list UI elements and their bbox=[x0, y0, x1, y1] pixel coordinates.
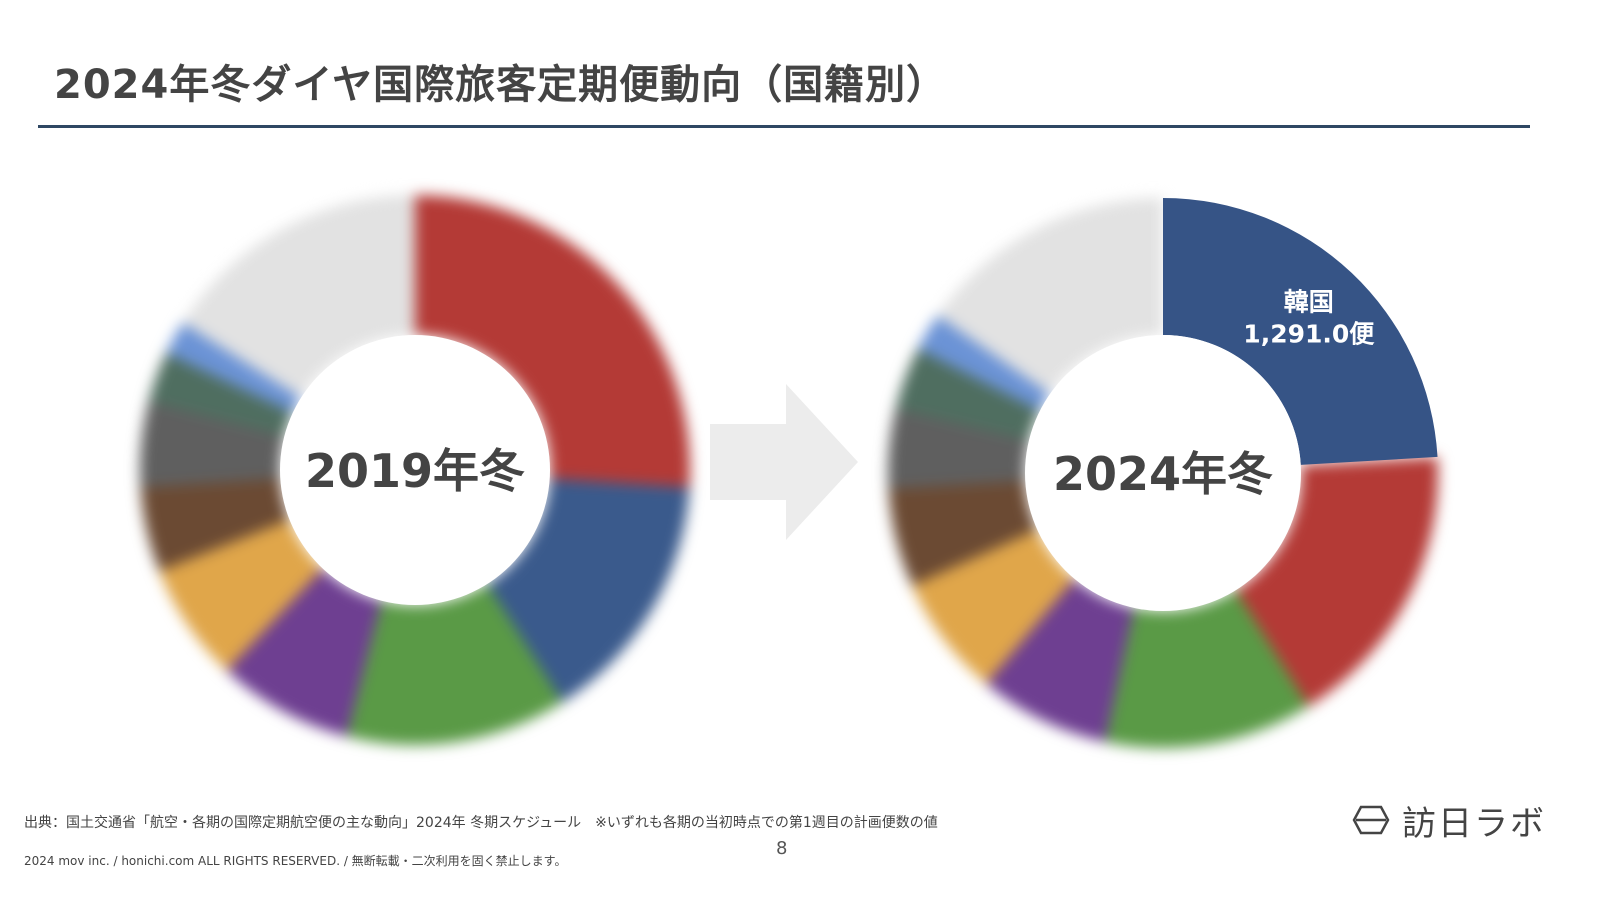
donut-slice bbox=[226, 568, 382, 737]
donut-slice bbox=[159, 519, 323, 671]
donut-hole bbox=[280, 335, 550, 605]
donut-slice bbox=[1236, 456, 1438, 707]
honichi-logo: 訪日ラボ bbox=[1352, 798, 1546, 844]
donut-slice bbox=[917, 315, 1050, 411]
donut-slice bbox=[148, 352, 293, 437]
donut-slice bbox=[986, 578, 1134, 742]
donut-slice bbox=[888, 480, 1038, 586]
donut-chart-2019: 2019年冬 bbox=[139, 194, 690, 745]
clear-segments: 韓国 1,291.0便 bbox=[1163, 198, 1438, 465]
donut-slice bbox=[166, 322, 302, 413]
page-number: 8 bbox=[776, 838, 788, 859]
title-divider bbox=[38, 125, 1530, 128]
honichi-logo-icon bbox=[1352, 805, 1390, 835]
donut-slice bbox=[346, 583, 563, 745]
slice-value-label: 1,291.0便 bbox=[1243, 319, 1375, 348]
donut-slice bbox=[888, 408, 1029, 489]
donut-slice bbox=[182, 194, 415, 398]
logo-text: 訪日ラボ bbox=[1402, 803, 1546, 844]
donut-slice bbox=[895, 348, 1040, 441]
donut-slice bbox=[415, 195, 690, 488]
source-note: 出典：国土交通省「航空・各期の国際定期航空便の主な動向」2024年 冬期スケジュ… bbox=[24, 815, 938, 831]
donut-chart-2024: 韓国 1,291.0便 2024年冬 bbox=[888, 198, 1438, 748]
donut-slice bbox=[487, 478, 690, 703]
blurred-segments bbox=[888, 198, 1438, 748]
donut-slice bbox=[139, 401, 285, 488]
page-title: 2024年冬ダイヤ国際旅客定期便動向（国籍別） bbox=[54, 62, 948, 108]
donut-slice bbox=[912, 529, 1075, 684]
blurred-segments bbox=[139, 194, 690, 745]
slice-label: 韓国 bbox=[1284, 287, 1334, 316]
donut-hole bbox=[1025, 335, 1301, 611]
donut-slice bbox=[1163, 198, 1438, 465]
center-label: 2019年冬 bbox=[305, 444, 525, 498]
copyright-notice: 2024 mov inc. / honichi.com ALL RIGHTS R… bbox=[24, 854, 567, 868]
center-label: 2024年冬 bbox=[1053, 447, 1273, 501]
donut-slice bbox=[140, 478, 290, 572]
donut-slice bbox=[1105, 590, 1309, 748]
donut-slice bbox=[937, 198, 1163, 394]
right-arrow-icon bbox=[710, 384, 858, 540]
